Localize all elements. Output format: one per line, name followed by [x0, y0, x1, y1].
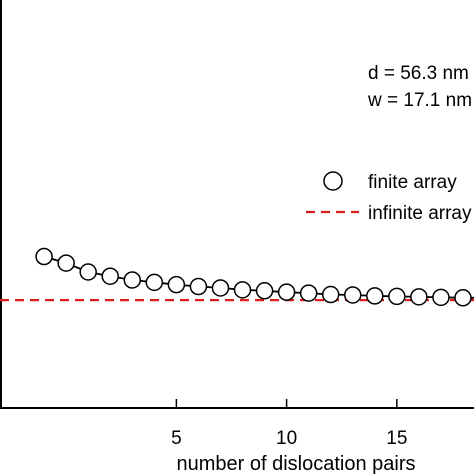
data-point-finite-array-10 — [277, 283, 296, 301]
data-point-finite-array-13 — [343, 286, 362, 304]
data-point-finite-array-12 — [321, 285, 340, 304]
legend-marker-finite-array — [323, 171, 343, 191]
data-point-finite-array--1 — [35, 247, 53, 266]
data-point-finite-array-17 — [432, 288, 450, 307]
data-point-finite-array-9 — [255, 282, 274, 300]
legend-label-finite-array: finite array — [368, 172, 457, 193]
plot-area — [0, 247, 474, 307]
data-point-finite-array-18 — [454, 289, 472, 307]
data-point-finite-array-2 — [101, 267, 119, 285]
axes — [0, 0, 474, 409]
data-point-finite-array-14 — [366, 287, 384, 305]
data-point-finite-array-4 — [145, 273, 164, 292]
data-point-finite-array-0 — [57, 254, 75, 272]
data-point-finite-array-1 — [79, 263, 97, 281]
x-tick-label-15: 15 — [386, 428, 407, 449]
data-point-finite-array-15 — [388, 287, 406, 306]
data-point-finite-array-3 — [123, 271, 142, 289]
x-axis-label: number of dislocation pairs — [176, 453, 415, 474]
x-tick-label-5: 5 — [171, 428, 182, 449]
annotation-w: w = 17.1 nm — [367, 90, 472, 111]
data-point-finite-array-11 — [299, 284, 318, 302]
data-point-finite-array-6 — [189, 277, 208, 296]
x-ticks: 5 10 15 — [171, 399, 407, 449]
data-point-finite-array-8 — [233, 281, 252, 299]
annotation-d: d = 56.3 nm — [368, 63, 469, 84]
x-tick-label-10: 10 — [276, 428, 297, 449]
legend-label-infinite-array: infinite array — [368, 203, 472, 224]
data-point-finite-array-7 — [211, 279, 230, 297]
legend: finite array infinite array — [306, 171, 472, 224]
data-point-finite-array-5 — [167, 275, 186, 294]
data-point-finite-array-16 — [410, 288, 428, 306]
